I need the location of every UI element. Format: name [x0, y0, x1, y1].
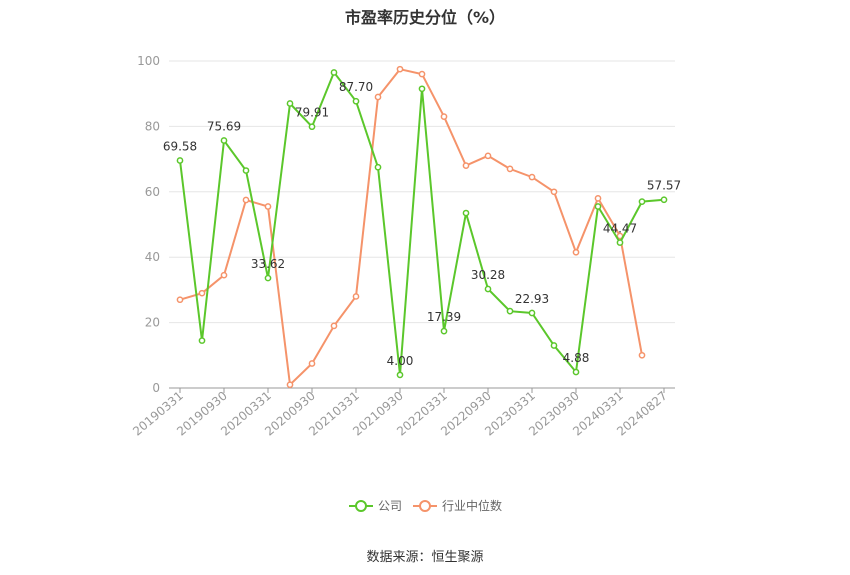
data-point	[330, 69, 338, 76]
data-point	[286, 381, 294, 389]
data-label: 57.57	[647, 179, 681, 193]
data-point	[396, 371, 404, 379]
data-point	[242, 167, 250, 174]
y-tick-label: 100	[137, 54, 160, 68]
data-point	[550, 188, 558, 196]
data-source: 数据来源：恒生聚源	[366, 550, 484, 565]
data-point	[374, 93, 382, 101]
data-point	[594, 203, 602, 210]
series-line-1	[179, 68, 643, 387]
chart-title: 市盈率历史分位（%）	[344, 8, 506, 27]
data-point	[242, 196, 250, 204]
data-point	[308, 123, 316, 131]
data-point	[264, 203, 272, 210]
legend-marker	[419, 500, 431, 512]
data-point	[550, 342, 558, 349]
data-point	[506, 307, 514, 315]
data-label: 4.88	[563, 351, 590, 365]
series-line-0	[179, 70, 665, 376]
data-label: 33.62	[251, 257, 285, 271]
data-label: 44.47	[603, 222, 637, 236]
data-point	[418, 85, 426, 93]
data-point	[264, 274, 272, 282]
data-point	[220, 271, 228, 279]
data-point	[308, 360, 316, 367]
legend-label: 行业中位数	[442, 498, 502, 513]
data-label: 4.00	[387, 354, 414, 368]
data-point	[462, 162, 470, 169]
data-point	[572, 248, 580, 256]
legend-marker	[355, 500, 367, 512]
data-point	[374, 163, 382, 171]
data-point	[198, 337, 206, 344]
data-point	[330, 322, 338, 330]
data-point	[528, 309, 536, 317]
data-point	[198, 289, 206, 297]
data-label: 69.58	[163, 139, 197, 153]
data-point	[594, 194, 602, 202]
data-label: 79.91	[295, 106, 329, 120]
data-point	[176, 157, 184, 164]
data-point	[484, 152, 492, 160]
data-point	[440, 113, 448, 120]
data-point	[176, 296, 184, 304]
data-label: 17.39	[427, 310, 461, 324]
y-tick-label: 0	[152, 381, 160, 395]
data-label: 22.93	[515, 292, 549, 306]
data-point	[484, 285, 492, 293]
y-tick-label: 20	[145, 316, 160, 330]
data-point	[660, 196, 668, 204]
data-label: 87.70	[339, 80, 373, 94]
data-label: 30.28	[471, 268, 505, 282]
y-tick-label: 60	[145, 185, 160, 199]
data-point	[440, 327, 448, 335]
data-point	[418, 70, 426, 78]
data-point	[506, 165, 514, 173]
data-label: 75.69	[207, 119, 241, 133]
data-point	[638, 198, 646, 205]
data-point	[572, 368, 580, 376]
y-tick-label: 40	[145, 250, 160, 264]
y-tick-label: 80	[145, 119, 160, 133]
data-point	[286, 100, 294, 107]
data-point	[616, 239, 624, 246]
data-point	[352, 293, 360, 300]
data-point	[352, 97, 360, 105]
data-point	[220, 137, 228, 144]
data-point	[528, 173, 536, 181]
legend-label: 公司	[378, 499, 402, 513]
data-point	[396, 65, 404, 73]
data-point	[462, 209, 470, 217]
data-point	[638, 351, 646, 359]
